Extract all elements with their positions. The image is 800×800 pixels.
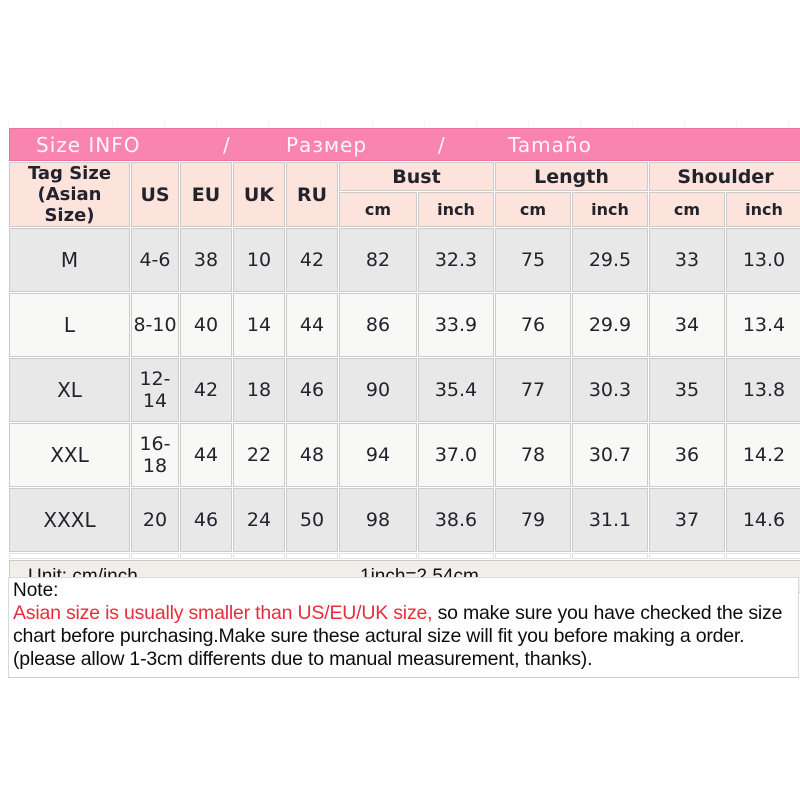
cell-shoulder-cm: 33 [649,228,725,292]
note-text: Asian size is usually smaller than US/EU… [13,602,794,671]
banner-title-es: Tamaño [508,132,592,157]
banner-title-ru: Размер [286,132,368,157]
cell-length-cm: 75 [495,228,571,292]
header-bust-inch: inch [418,192,494,227]
cell-bust-cm: 86 [339,293,417,357]
cell-us: 20 [131,488,179,552]
header-tag-size: Tag Size (Asian Size) [9,162,130,227]
cell-uk: 14 [233,293,285,357]
cell-bust-inch: 37.0 [418,423,494,487]
cell-tag: L [9,293,130,357]
cell-ru: 48 [286,423,338,487]
header-shoulder-cm: cm [649,192,725,227]
header-eu: EU [180,162,232,227]
table-row-xl: XL 12-14 42 18 46 90 35.4 77 30.3 35 13.… [9,358,800,422]
header-length-inch: inch [572,192,648,227]
cell-shoulder-cm: 37 [649,488,725,552]
cell-bust-inch: 35.4 [418,358,494,422]
header-shoulder: Shoulder [649,162,800,192]
header-row-groups: Tag Size (Asian Size) US EU UK RU Bust L… [9,162,800,227]
cell-length-cm: 76 [495,293,571,357]
cell-ru: 42 [286,228,338,292]
spacer-row [9,553,800,559]
header-tag-size-line1: Tag Size [27,163,112,184]
banner-separator: / [223,132,231,157]
cell-eu: 46 [180,488,232,552]
cell-uk: 22 [233,423,285,487]
cell-bust-cm: 94 [339,423,417,487]
cell-us: 4-6 [131,228,179,292]
cell-eu: 44 [180,423,232,487]
cell-uk: 24 [233,488,285,552]
header-length: Length [495,162,648,192]
cell-length-cm: 77 [495,358,571,422]
cell-shoulder-inch: 14.2 [726,423,800,487]
header-uk: UK [233,162,285,227]
cell-bust-inch: 33.9 [418,293,494,357]
cell-shoulder-cm: 35 [649,358,725,422]
header-tag-size-line2: (Asian Size) [37,184,102,226]
header-us: US [131,162,179,227]
cell-uk: 18 [233,358,285,422]
spreadsheet-gridline-artifact [8,120,791,127]
cell-ru: 50 [286,488,338,552]
cell-shoulder-inch: 13.0 [726,228,800,292]
table-row-l: L 8-10 40 14 44 86 33.9 76 29.9 34 13.4 [9,293,800,357]
cell-us: 12-14 [131,358,179,422]
cell-length-inch: 30.3 [572,358,648,422]
cell-bust-cm: 82 [339,228,417,292]
cell-tag: XXL [9,423,130,487]
cell-bust-inch: 38.6 [418,488,494,552]
banner-cell: Size INFO / Размер / Tamaño [9,128,800,161]
cell-eu: 42 [180,358,232,422]
cell-ru: 44 [286,293,338,357]
cell-tag: XXXL [9,488,130,552]
cell-shoulder-inch: 13.4 [726,293,800,357]
table-row-m: M 4-6 38 10 42 82 32.3 75 29.5 33 13.0 [9,228,800,292]
cell-length-cm: 78 [495,423,571,487]
banner-title-en: Size INFO [36,132,141,157]
note-section: Note: Asian size is usually smaller than… [8,577,799,678]
size-table: Size INFO / Размер / Tamaño Tag Size (As… [8,127,800,594]
cell-shoulder-inch: 14.6 [726,488,800,552]
cell-bust-cm: 90 [339,358,417,422]
note-body: so make sure you have checked the size c… [13,602,783,670]
cell-bust-inch: 32.3 [418,228,494,292]
table-row-xxl: XXL 16-18 44 22 48 94 37.0 78 30.7 36 14… [9,423,800,487]
cell-tag: M [9,228,130,292]
header-bust-cm: cm [339,192,417,227]
cell-length-inch: 30.7 [572,423,648,487]
cell-bust-cm: 98 [339,488,417,552]
banner-separator: / [438,132,446,157]
cell-eu: 38 [180,228,232,292]
cell-shoulder-cm: 36 [649,423,725,487]
cell-shoulder-cm: 34 [649,293,725,357]
cell-length-inch: 29.9 [572,293,648,357]
cell-us: 8-10 [131,293,179,357]
table-row-xxxl: XXXL 20 46 24 50 98 38.6 79 31.1 37 14.6 [9,488,800,552]
header-shoulder-inch: inch [726,192,800,227]
note-label: Note: [13,580,59,601]
cell-us: 16-18 [131,423,179,487]
header-bust: Bust [339,162,494,192]
cell-eu: 40 [180,293,232,357]
note-highlight-red: Asian size is usually smaller than US/EU… [13,602,433,624]
cell-length-inch: 29.5 [572,228,648,292]
size-chart-sheet: Size INFO / Размер / Tamaño Tag Size (As… [8,127,800,594]
cell-shoulder-inch: 13.8 [726,358,800,422]
cell-uk: 10 [233,228,285,292]
banner-row: Size INFO / Размер / Tamaño [9,128,800,161]
cell-tag: XL [9,358,130,422]
header-row-units: cm inch cm inch cm inch [9,192,800,227]
header-ru: RU [286,162,338,227]
header-length-cm: cm [495,192,571,227]
cell-length-cm: 79 [495,488,571,552]
cell-ru: 46 [286,358,338,422]
cell-length-inch: 31.1 [572,488,648,552]
